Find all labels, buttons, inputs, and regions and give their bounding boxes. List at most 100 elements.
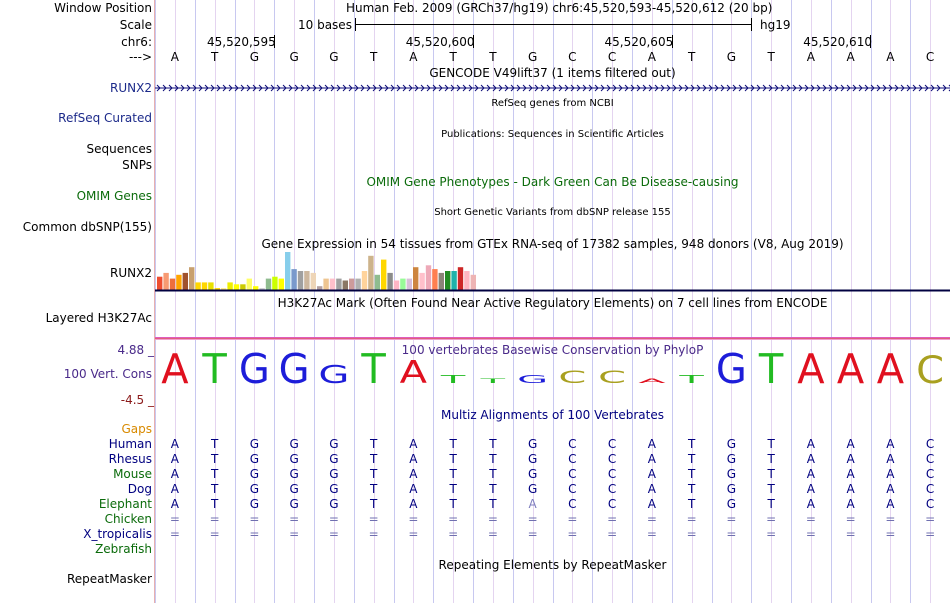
multiz-track-title[interactable]: Multiz Alignments of 100 Vertebrates [440,408,665,422]
gaps-label[interactable]: Gaps [121,422,152,436]
aligned-base: A [409,497,418,511]
omim-genes-label[interactable]: OMIM Genes [76,189,152,203]
layered-h3k27ac-label[interactable]: Layered H3K27Ac [45,311,152,325]
h3k27ac-signal[interactable] [155,337,950,340]
strand-chevron [876,84,881,92]
aligned-base: A [409,437,418,451]
aligned-base: A [170,482,179,496]
aligned-base: G [289,437,299,451]
aligned-base: A [886,452,895,466]
aligned-base: C [568,452,577,466]
strand-chevron [228,84,233,92]
strand-chevron [684,84,689,92]
runx2-gene-feature[interactable] [155,81,950,95]
common-dbsnp-label[interactable]: Common dbSNP(155) [22,220,152,234]
aligned-base: C [925,437,935,451]
strand-chevron [342,84,347,92]
aligned-base: G [329,497,339,511]
gtex-tissue-bar [176,274,182,290]
aligned-base: G [249,482,260,496]
repeatmasker-track-title[interactable]: Repeating Elements by RepeatMasker [438,558,667,572]
aligned-base: A [170,497,179,511]
strand-chevron [450,84,455,92]
strand-chevron [678,84,683,92]
refseq-track-title[interactable]: RefSeq genes from NCBI [491,98,614,109]
grid-lines [155,0,931,603]
publications-track-title[interactable]: Publications: Sequences in Scientific Ar… [441,129,664,140]
refseq-curated-label[interactable]: RefSeq Curated [58,111,152,125]
strand-chevron [762,84,767,92]
gtex-gene-label[interactable]: RUNX2 [110,266,152,280]
base-letter: G [289,50,299,64]
aligned-base: C [607,452,617,466]
species-label-dog[interactable]: Dog [127,482,152,496]
aligned-base: A [647,467,656,481]
strand-chevron [186,84,191,92]
scale-bar [355,17,752,31]
strand-chevron [918,84,923,92]
aligned-base: = [686,527,697,541]
repeatmasker-label[interactable]: RepeatMasker [66,572,152,586]
strand-chevron [222,84,227,92]
h3k27ac-track-title[interactable]: H3K27Ac Mark (Often Found Near Active Re… [277,296,828,310]
aligned-base: = [448,512,459,526]
species-label-x_tropicalis[interactable]: X_tropicalis [83,527,152,541]
sequences-label[interactable]: Sequences [86,142,152,156]
strand-chevron [510,84,515,92]
base-letter: G [527,50,538,64]
window-position-label: Window Position [54,1,152,15]
aligned-base: = [885,527,896,541]
strand-chevron [696,84,701,92]
conservation-letter: A [638,377,666,384]
species-label-mouse[interactable]: Mouse [113,467,152,481]
gtex-track-title[interactable]: Gene Expression in 54 tissues from GTEx … [261,237,844,251]
conservation-letter: G [517,373,548,385]
base-letter: G [249,50,260,64]
runx2-gene-label[interactable]: RUNX2 [110,81,152,95]
image-left-border [154,0,155,603]
omim-track-title[interactable]: OMIM Gene Phenotypes - Dark Green Can Be… [366,175,739,189]
conservation-letter: G [279,350,310,390]
snps-label[interactable]: SNPs [122,158,152,172]
vert-cons-label[interactable]: 100 Vert. Cons [63,367,152,381]
aligned-base: T [449,452,457,466]
species-label-chicken[interactable]: Chicken [104,512,152,526]
aligned-base: T [210,497,219,511]
gtex-tissue-bar [419,272,425,290]
aligned-base: G [289,497,299,511]
aligned-base: A [806,437,815,451]
aligned-base: A [806,467,815,481]
strand-chevron [612,84,617,92]
aligned-base: C [607,437,617,451]
strand-chevron [162,84,167,92]
coordinate-label: 45,520,595 [207,35,276,49]
species-label-human[interactable]: Human [108,437,152,451]
strand-chevron [462,84,467,92]
aligned-base: C [925,482,935,496]
strand-chevron [930,84,935,92]
aligned-base: = [328,527,339,541]
aligned-base: = [289,512,300,526]
aligned-base: = [408,512,419,526]
strand-chevron [168,84,173,92]
gtex-tissue-bar [233,284,240,290]
aligned-base: G [289,467,299,481]
dbsnp-track-title[interactable]: Short Genetic Variants from dbSNP releas… [434,207,671,218]
aligned-base: = [805,527,816,541]
aligned-base: = [527,512,538,526]
strand-chevron [912,84,917,92]
species-label-zebrafish[interactable]: Zebrafish [95,542,152,556]
aligned-base: C [568,437,577,451]
aligned-base: = [845,527,856,541]
aligned-base: T [369,497,378,511]
conservation-track-title[interactable]: 100 vertebrates Basewise Conservation by… [401,343,704,357]
species-label-rhesus[interactable]: Rhesus [108,452,152,466]
gencode-track-title[interactable]: GENCODE V49lift37 (1 items filtered out) [429,66,676,80]
strand-chevron [336,84,341,92]
gtex-expression-chart[interactable] [155,252,950,292]
gtex-tissue-bar [381,259,387,290]
aligned-base: = [646,527,657,541]
species-label-elephant[interactable]: Elephant [98,497,152,511]
